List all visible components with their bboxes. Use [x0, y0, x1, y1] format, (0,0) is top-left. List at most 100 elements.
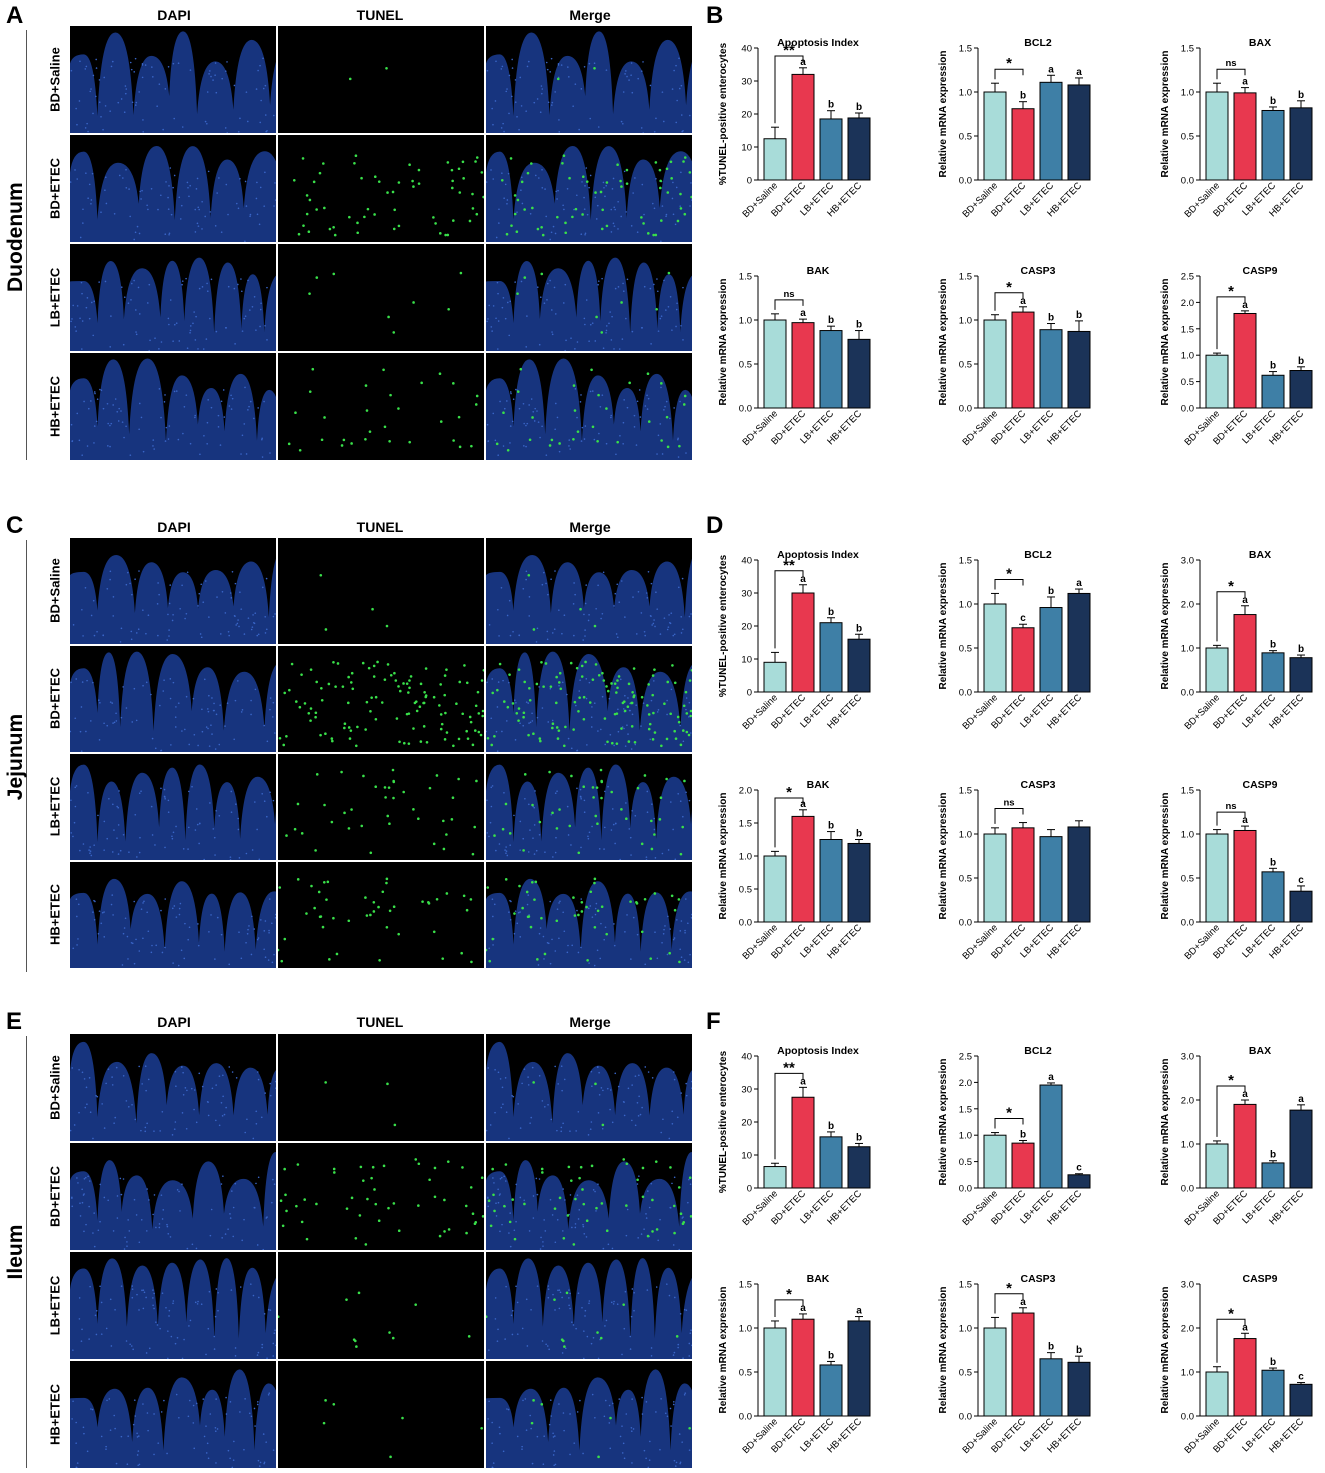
- col-header-dapi-a: DAPI: [157, 7, 191, 23]
- chart0-bar-2: [819, 118, 843, 181]
- chart13-bar-1: [1011, 1142, 1035, 1189]
- chart1-letter-3: a: [1076, 67, 1082, 78]
- chart12-ylabel: %TUNEL-positive enterocytes: [718, 1050, 729, 1193]
- chart16-ylabel: Relative mRNA expression: [938, 1287, 949, 1414]
- chart3-bar-2: [819, 330, 843, 409]
- chart11-bar-3: [1289, 890, 1313, 923]
- chart2-ytick-label-0: 0.0: [1181, 176, 1194, 187]
- merge-image-e-0: [486, 1034, 692, 1141]
- chart4-ytick-label-0: 0.0: [959, 404, 972, 415]
- chart2-letter-2: b: [1270, 96, 1276, 107]
- chart11-bar-2: [1261, 871, 1285, 923]
- chart8-title: BAX: [1249, 549, 1271, 561]
- chart2-ytick-label-3: 1.5: [1181, 44, 1194, 55]
- chart7-bar-1: [1011, 627, 1035, 693]
- merge-image-a-3: [486, 353, 692, 460]
- chart2-sig-bracket: [1216, 68, 1246, 80]
- dapi-image-e-3: [70, 1361, 276, 1468]
- chart15-ylabel: Relative mRNA expression: [718, 1287, 729, 1414]
- chart15-ytick-label-3: 1.5: [739, 1280, 752, 1291]
- chart16-ytick-label-0: 0.0: [959, 1412, 972, 1423]
- chart7-bar-3: [1067, 592, 1091, 693]
- chart12-letter-3: b: [856, 1132, 862, 1143]
- chart11-sig-label: ns: [1225, 801, 1236, 812]
- tunel-image-a-3: [278, 353, 484, 460]
- chart1-ytick-label-3: 1.5: [959, 44, 972, 55]
- chart5-ytick-label-3: 1.5: [1181, 324, 1194, 335]
- chart9-letter-2: b: [828, 821, 834, 832]
- panel-letter-e: E: [6, 1008, 23, 1035]
- chart13-bar-0: [983, 1134, 1007, 1189]
- chart3-letter-2: b: [828, 315, 834, 326]
- chart9-bar-3: [847, 842, 871, 923]
- chart6-ytick-label-0: 0: [747, 688, 752, 699]
- chart12-bar-3: [847, 1146, 871, 1189]
- chart8-sig-bracket: [1216, 591, 1246, 642]
- chart13-ytick-label-5: 2.5: [959, 1052, 972, 1063]
- col-header-merge-a: Merge: [569, 7, 611, 23]
- merge-image-c-3: [486, 862, 692, 968]
- chart16-title: CASP3: [1020, 1273, 1055, 1285]
- col-header-merge-c: Merge: [569, 519, 611, 535]
- chart15-letter-2: b: [828, 1350, 834, 1361]
- chart6-ytick-label-2: 20: [741, 622, 752, 633]
- chart1-letter-2: a: [1048, 64, 1054, 75]
- chart5-ytick-label-2: 1.0: [1181, 351, 1194, 362]
- chart6-sig-bracket: [774, 570, 804, 649]
- chart5-ytick-label-1: 0.5: [1181, 377, 1194, 388]
- chart15-ytick-label-0: 0.0: [739, 1412, 752, 1423]
- panel-letter-d: D: [706, 512, 724, 539]
- chart17-bar-2: [1261, 1369, 1285, 1417]
- chart10-bar-2: [1039, 836, 1063, 923]
- chart14-letter-2: b: [1270, 1150, 1276, 1161]
- chart1-ytick-label-0: 0.0: [959, 176, 972, 187]
- dapi-image-e-0: [70, 1034, 276, 1141]
- panel-letter-c: C: [6, 512, 24, 539]
- chart11-ytick-label-3: 1.5: [1181, 786, 1194, 797]
- chart16-ytick-label-3: 1.5: [959, 1280, 972, 1291]
- chart6-letter-1: a: [800, 574, 806, 585]
- chart7-bar-2: [1039, 607, 1063, 693]
- chart12-bar-1: [791, 1096, 815, 1189]
- chart8-bar-2: [1261, 652, 1285, 693]
- chart15-bar-2: [819, 1364, 843, 1417]
- tunel-image-c-0: [278, 538, 484, 644]
- chart10-ytick-label-3: 1.5: [959, 786, 972, 797]
- chart0-letter-2: b: [828, 100, 834, 111]
- chart16-bar-2: [1039, 1358, 1063, 1417]
- dapi-image-c-2: [70, 754, 276, 860]
- tunel-image-a-0: [278, 26, 484, 133]
- chart10-ytick-label-2: 1.0: [959, 830, 972, 841]
- dapi-image-c-3: [70, 862, 276, 968]
- chart4-ytick-label-3: 1.5: [959, 272, 972, 283]
- tunel-image-e-0: [278, 1034, 484, 1141]
- dapi-image-a-2: [70, 244, 276, 351]
- chart5-ytick-label-0: 0.0: [1181, 404, 1194, 415]
- chart5-letter-2: b: [1270, 361, 1276, 372]
- chart0-ylabel: %TUNEL-positive enterocytes: [718, 42, 729, 185]
- chart7-ytick-label-1: 0.5: [959, 644, 972, 655]
- chart3-ytick-label-1: 0.5: [739, 360, 752, 371]
- chart17-bar-3: [1289, 1383, 1313, 1417]
- chart16-letter-1: a: [1020, 1297, 1026, 1308]
- chart2-sig-label: ns: [1225, 58, 1236, 69]
- chart13-letter-1: b: [1020, 1129, 1026, 1140]
- chart15-title: BAK: [807, 1273, 830, 1285]
- chart7-bar-0: [983, 603, 1007, 693]
- chart15-letter-3: a: [856, 1306, 862, 1317]
- chart4-bar-2: [1039, 329, 1063, 409]
- chart4-bar-1: [1011, 311, 1035, 409]
- chart0-ytick-label-2: 20: [741, 110, 752, 121]
- chart8-bar-3: [1289, 657, 1313, 693]
- chart1-bar-0: [983, 91, 1007, 181]
- merge-image-e-3: [486, 1361, 692, 1468]
- chart16-ytick-label-1: 0.5: [959, 1368, 972, 1379]
- chart3-letter-3: b: [856, 320, 862, 331]
- chart14-sig-label: *: [1228, 1072, 1234, 1089]
- chart17-letter-3: c: [1298, 1372, 1304, 1383]
- chart7-title: BCL2: [1024, 549, 1052, 561]
- chart13-bar-2: [1039, 1084, 1063, 1189]
- chart0-sig-bracket: [774, 55, 804, 124]
- chart12-ytick-label-0: 0: [747, 1184, 752, 1195]
- chart10-ytick-label-0: 0.0: [959, 918, 972, 929]
